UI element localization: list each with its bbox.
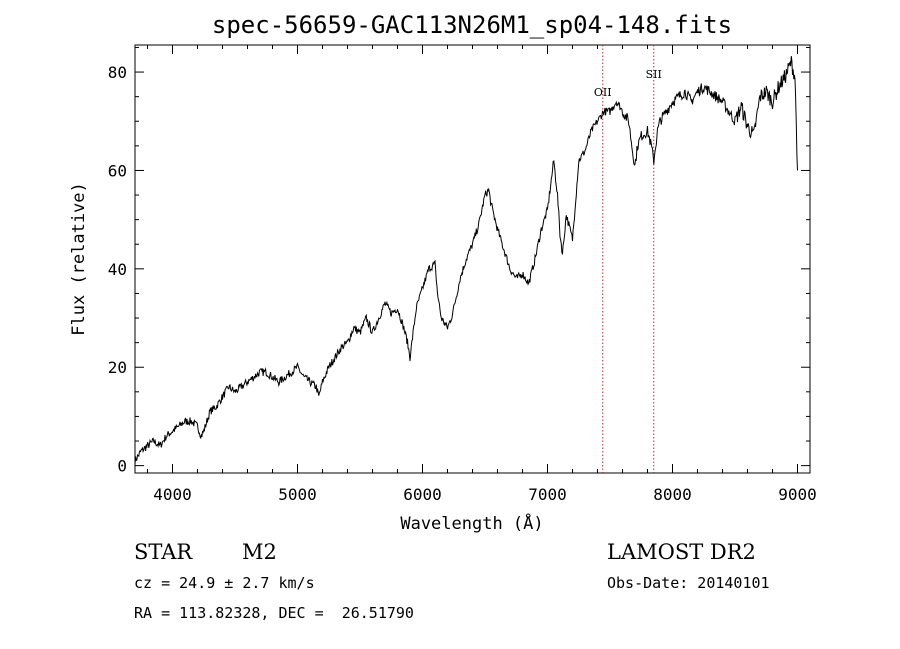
marker-label: SII (646, 68, 662, 81)
emission-line-markers: OII SII (594, 45, 662, 473)
y-tick-label: 60 (108, 161, 127, 180)
chart-title: spec-56659-GAC113N26M1_sp04-148.fits (212, 11, 732, 39)
object-subclass: M2 (242, 540, 277, 564)
x-axis-ticks: 4000 5000 6000 7000 8000 9000 (147, 45, 817, 504)
x-tick-label: 9000 (778, 485, 817, 504)
x-axis-label: Wavelength (Å) (400, 512, 543, 534)
marker-label: OII (594, 86, 612, 99)
x-tick-label: 8000 (653, 485, 692, 504)
x-tick-label: 4000 (153, 485, 192, 504)
y-tick-label: 40 (108, 260, 127, 279)
y-tick-label: 20 (108, 358, 127, 377)
y-tick-label: 80 (108, 63, 127, 82)
y-axis-ticks: 0 20 40 60 80 (108, 46, 810, 476)
y-axis-label: Flux (relative) (69, 182, 89, 336)
x-tick-label: 7000 (528, 485, 567, 504)
y-tick-label: 0 (117, 457, 127, 476)
redshift-velocity: cz = 24.9 ± 2.7 km/s (134, 574, 315, 592)
coordinates: RA = 113.82328, DEC = 26.51790 (134, 604, 414, 622)
x-tick-label: 6000 (403, 485, 442, 504)
plot-frame (134, 44, 811, 474)
object-type: STAR (134, 540, 193, 564)
survey-name: LAMOST DR2 (607, 540, 756, 564)
x-tick-label: 5000 (278, 485, 317, 504)
spectrum-line (134, 56, 798, 465)
observation-date: Obs-Date: 20140101 (607, 574, 770, 592)
